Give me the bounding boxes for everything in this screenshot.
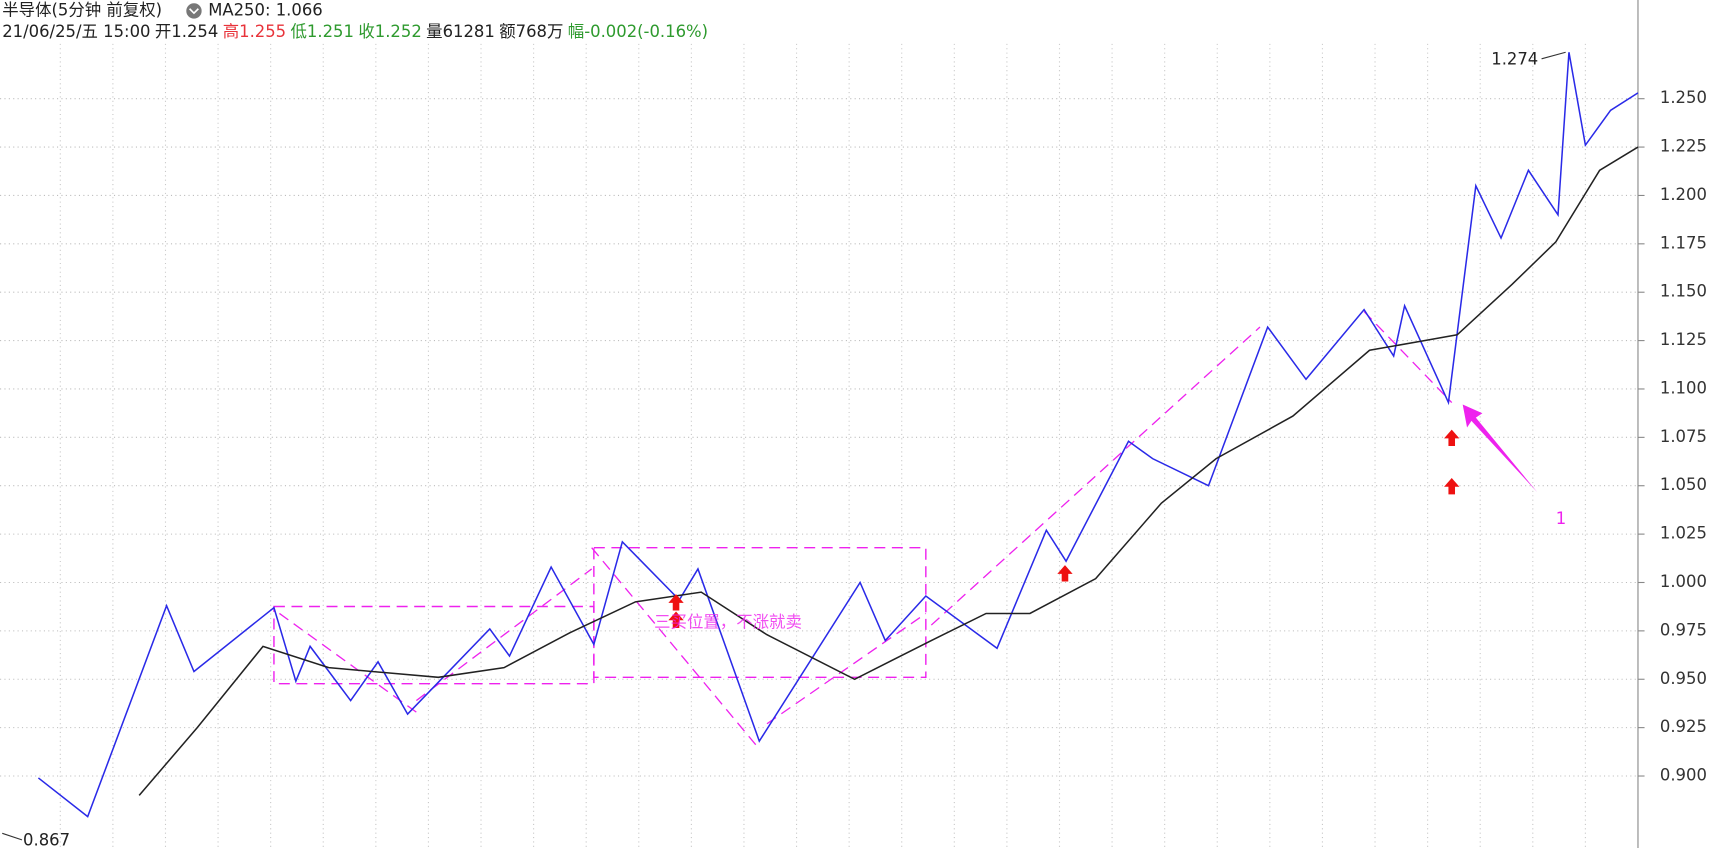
plot: [37, 52, 1639, 818]
high-label: 1.274: [1491, 49, 1538, 68]
trend-line: [766, 612, 927, 725]
low-label: 0.867: [23, 830, 70, 848]
info-item: 低1.251: [291, 21, 354, 40]
note: 三买位置，不涨就卖: [654, 613, 802, 632]
pointer-arrow: [1462, 404, 1538, 493]
y-tick-label: 1.250: [1660, 88, 1707, 107]
info-item: 额768万: [499, 21, 563, 40]
buy-arrow: [1444, 429, 1460, 447]
buy-arrow: [668, 594, 684, 611]
dropdown-chevron: [189, 8, 199, 15]
trend-line: [591, 547, 757, 746]
pointer-label: 1: [1556, 509, 1566, 528]
grid: [0, 0, 1645, 848]
info-item: 幅-0.002(-0.16%): [568, 21, 708, 40]
chart-title: 半导体(5分钟 前复权): [2, 0, 162, 19]
y-tick-label: 1.025: [1660, 524, 1707, 543]
dropdown-icon[interactable]: [186, 3, 202, 19]
y-tick-label: 1.225: [1660, 137, 1707, 156]
y-tick-label: 0.925: [1660, 717, 1707, 736]
high-pointer: [1541, 51, 1566, 60]
trend-line: [279, 612, 417, 713]
zigzag-line: [37, 52, 1639, 818]
y-tick-label: 1.100: [1660, 378, 1707, 397]
buy-arrow: [1057, 565, 1073, 582]
info-item: 开1.254: [155, 21, 218, 40]
ma-line: [138, 146, 1639, 796]
info-item: 收1.252: [358, 21, 421, 40]
y-tick-label: 1.200: [1660, 185, 1707, 204]
y-tick-label: 1.150: [1660, 282, 1707, 301]
info-line: 21/06/25/五 15:00 开1.254 高1.255 低1.251 收1.252…: [2, 21, 708, 40]
y-tick-label: 1.175: [1660, 233, 1707, 252]
y-tick-label: 1.075: [1660, 427, 1707, 446]
buy-arrow: [1444, 477, 1460, 495]
trend-line: [415, 568, 593, 702]
y-tick-label: 1.050: [1660, 475, 1707, 494]
y-tick-label: 1.125: [1660, 330, 1707, 349]
info-item: 21/06/25/五 15:00: [2, 21, 150, 40]
y-tick-label: 0.975: [1660, 620, 1707, 639]
y-tick-label: 0.900: [1660, 766, 1707, 785]
ma-label: MA250: 1.066: [208, 0, 323, 19]
y-tick-label: 0.950: [1660, 669, 1707, 688]
range-box: [593, 546, 927, 679]
buy-arrow: [668, 611, 684, 628]
low-pointer: [2, 832, 23, 841]
info-item: 高1.255: [223, 21, 286, 40]
trend-line: [1363, 311, 1453, 403]
trend-line: [930, 326, 1261, 626]
info-item: 量61281: [426, 21, 495, 40]
y-tick-label: 1.000: [1660, 572, 1707, 591]
